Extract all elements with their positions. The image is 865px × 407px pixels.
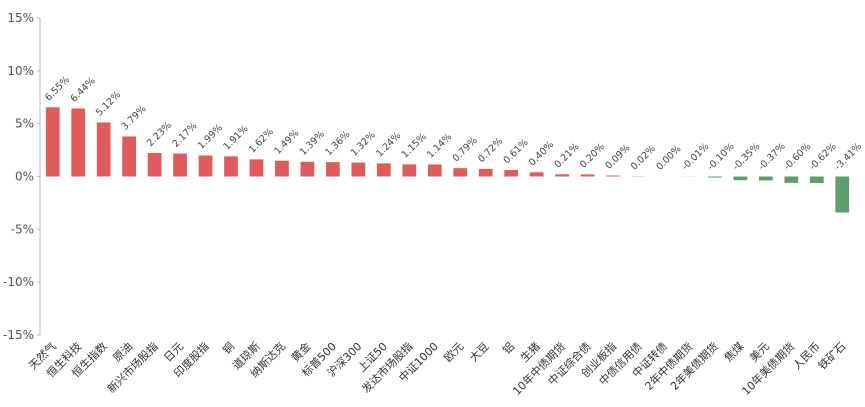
value-label: 1.36% [323, 129, 352, 158]
bar [809, 176, 824, 184]
value-label: 0.72% [476, 136, 505, 165]
value-label: 1.99% [196, 122, 225, 151]
value-label: 0.09% [603, 143, 632, 172]
bar [835, 176, 850, 213]
x-tick-label: 人民币 [790, 340, 823, 373]
value-label: 6.55% [43, 74, 72, 103]
bar [275, 160, 289, 177]
bar [402, 164, 417, 177]
y-tick-label: -15% [3, 328, 34, 342]
value-label: 0.40% [527, 139, 556, 168]
value-label: -0.35% [731, 141, 763, 173]
value-label: 0.20% [578, 141, 607, 170]
bar [580, 174, 595, 177]
bar [224, 156, 238, 177]
bar [122, 136, 137, 177]
x-tick-label: 大豆 [466, 339, 491, 364]
value-label: 1.62% [247, 126, 276, 155]
bar [758, 176, 773, 181]
value-label: 1.24% [374, 130, 403, 159]
bar [555, 174, 569, 177]
value-label: -0.37% [756, 141, 788, 173]
bar [96, 122, 111, 177]
value-label: 3.79% [119, 103, 148, 132]
value-label: 1.39% [298, 129, 327, 158]
bar [71, 108, 86, 177]
value-label: -0.01% [680, 141, 712, 173]
y-tick-label: 15% [7, 11, 34, 25]
value-label: 1.49% [272, 128, 301, 157]
x-tick-label: 欧元 [442, 340, 467, 365]
y-tick-label: -5% [11, 222, 34, 236]
value-label: -0.60% [782, 141, 814, 173]
bar [249, 159, 264, 177]
bar [198, 155, 213, 177]
bar [376, 163, 391, 177]
value-label: 6.44% [69, 75, 98, 104]
y-tick-label: 5% [15, 117, 34, 131]
value-label: 2.17% [170, 121, 199, 150]
bar [326, 162, 340, 177]
value-label: -0.10% [705, 141, 737, 173]
bar [453, 168, 468, 177]
bar [173, 153, 187, 177]
y-tick-label: -10% [3, 275, 34, 289]
bar [733, 176, 748, 181]
value-label: -0.62% [807, 141, 839, 173]
value-label: 0.61% [502, 137, 531, 166]
value-label: 2.23% [145, 120, 174, 149]
x-tick-label: 铝 [500, 339, 518, 357]
value-label: 1.32% [349, 130, 378, 159]
value-label: 0.21% [552, 141, 581, 170]
bar [784, 176, 799, 183]
value-label: 0.79% [451, 135, 480, 164]
value-label: 5.12% [94, 89, 123, 118]
x-tick-label: 铁矿石 [816, 340, 849, 373]
value-label: 1.15% [400, 131, 429, 160]
bar [351, 162, 366, 177]
bar [147, 152, 162, 177]
bar [478, 168, 493, 177]
bar [606, 175, 620, 177]
bar [708, 176, 722, 178]
bar [529, 172, 544, 177]
y-tick-label: 0% [15, 170, 34, 184]
value-label: 0.02% [629, 143, 658, 172]
value-label: 0.00% [654, 143, 683, 172]
bar [427, 164, 442, 177]
value-label: -3.41% [833, 141, 865, 173]
y-tick-label: 10% [7, 64, 34, 78]
bar [45, 107, 60, 177]
bar [300, 161, 315, 177]
bar [504, 170, 519, 177]
x-tick-label: 焦煤 [722, 340, 747, 365]
x-tick-label: 铜 [219, 339, 237, 357]
